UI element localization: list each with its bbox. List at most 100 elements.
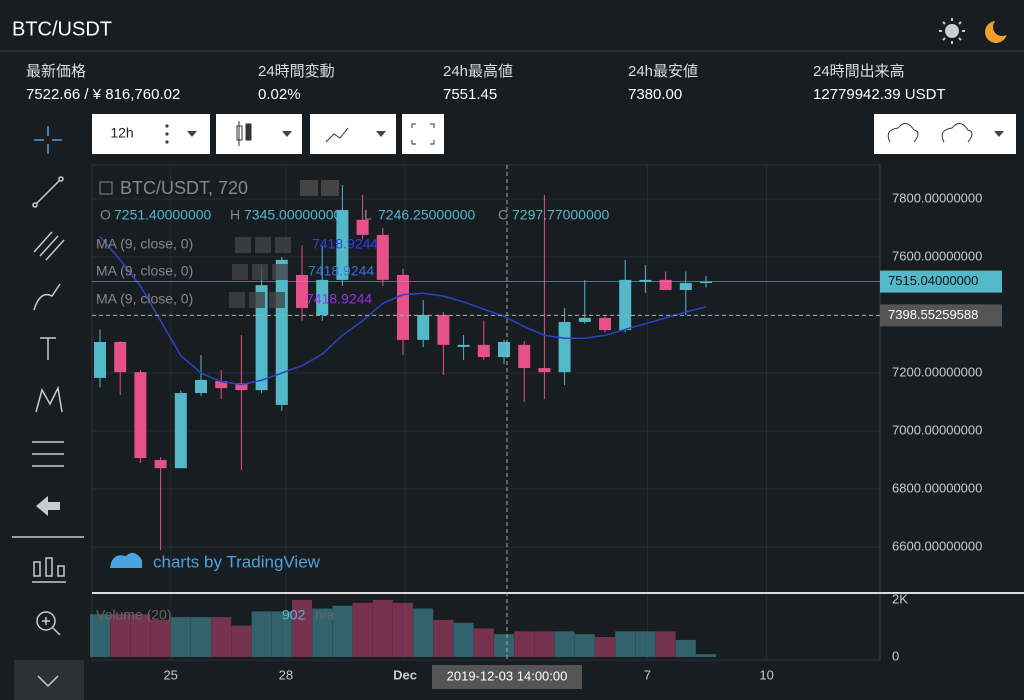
crosshair-time-label: 2019-12-03 14:00:00 <box>447 668 568 683</box>
stat-value: 12779942.39 USDT <box>813 86 946 103</box>
volume-bar <box>393 602 413 657</box>
collapse-button[interactable] <box>37 675 59 688</box>
y-tick-label: 7000.00000000 <box>892 422 982 437</box>
candle-body <box>457 344 470 347</box>
last-price-tag <box>880 270 1002 293</box>
candle-body <box>397 274 409 340</box>
volume-title: Volume (20) <box>96 607 171 623</box>
zoom-tool[interactable] <box>36 611 61 636</box>
tradingview-logo <box>110 552 142 568</box>
volume-bar <box>251 611 272 657</box>
ma-control <box>249 292 265 308</box>
volume-bar <box>696 654 716 657</box>
indicator-tool[interactable] <box>32 557 66 583</box>
volume-value: 902 <box>282 607 306 623</box>
volume-bar <box>615 631 636 657</box>
cloud-buttons[interactable] <box>874 114 1016 154</box>
candle-body <box>255 285 268 391</box>
chart: 6600.00000000 6800.00000000 7000.00000000 7… <box>90 164 1024 689</box>
volume-bar <box>433 619 454 657</box>
volume-bar <box>90 614 110 657</box>
x-tick-label: Dec <box>393 667 417 682</box>
volume-bar <box>554 631 575 657</box>
pattern-tool[interactable] <box>35 385 63 413</box>
stat-label: 24h最安値 <box>628 63 698 80</box>
candle-body <box>477 344 490 358</box>
volume-bar <box>130 614 151 657</box>
volume-bar <box>494 634 514 657</box>
candle-body <box>558 321 571 373</box>
chart-toolbar: 12h <box>92 114 1016 154</box>
volume-bar <box>292 600 312 657</box>
ma-value: 7418.9244 <box>312 236 378 252</box>
fib-tool[interactable] <box>33 231 65 261</box>
ma-name: MA (9, close, 0) <box>96 263 193 279</box>
brush-tool[interactable] <box>33 283 61 311</box>
candle-body <box>639 279 652 282</box>
candle-body <box>578 317 591 322</box>
candle-body <box>195 379 207 394</box>
ma-control <box>275 237 291 253</box>
candle-body <box>94 341 106 378</box>
ma-control <box>255 237 271 253</box>
stat-label: 24時間変動 <box>258 63 335 80</box>
volume-bar <box>473 628 494 657</box>
volume-bar <box>191 617 211 657</box>
candle-body <box>679 283 692 291</box>
volume-bar <box>211 617 232 657</box>
legend-settings <box>321 180 339 196</box>
y-tick-label: 6800.00000000 <box>892 480 982 495</box>
pair-title: BTC/USDT <box>12 18 112 40</box>
ma-control <box>269 292 285 308</box>
volume-bar <box>574 634 595 657</box>
line-tool[interactable] <box>32 176 64 208</box>
moon-icon[interactable] <box>985 18 1011 43</box>
x-tick-label: 28 <box>279 667 293 682</box>
candle-body <box>538 368 551 373</box>
candle-body <box>700 281 712 284</box>
volume-bar <box>675 639 696 657</box>
crosshair-tool[interactable] <box>34 126 62 154</box>
volume-tick-label: 0 <box>892 648 899 663</box>
candle-body <box>114 341 127 373</box>
ma-control <box>232 264 248 280</box>
volume-bar <box>534 631 555 657</box>
ohlc-key: L <box>364 207 372 223</box>
x-tick-label: 25 <box>163 667 177 682</box>
ma-line <box>99 236 707 386</box>
volume-bar <box>271 611 292 657</box>
candle-body <box>599 317 611 331</box>
volume-tick-label: 2K <box>892 591 908 606</box>
candle-body <box>498 341 510 358</box>
sun-icon[interactable] <box>939 18 965 44</box>
candle-body <box>134 372 147 459</box>
back-arrow[interactable] <box>36 496 60 516</box>
volume-bar <box>655 631 676 657</box>
stat-label: 最新価格 <box>26 63 86 80</box>
ma-value: 7418.9244 <box>306 291 372 307</box>
crosshair-time-tag <box>432 665 582 689</box>
watermark: charts by TradingView <box>153 552 321 571</box>
fullscreen-button[interactable] <box>402 114 444 154</box>
candle-body <box>174 393 187 469</box>
text-tool[interactable] <box>40 337 56 360</box>
volume-bar <box>170 617 191 657</box>
ma-control <box>252 264 268 280</box>
interval-label: 12h <box>110 125 133 141</box>
ohlc-value: 7251.40000000 <box>114 207 212 223</box>
candle-body <box>437 314 450 345</box>
ohlc-value: 7246.25000000 <box>378 207 476 223</box>
left-toolbar <box>12 126 84 700</box>
volume-bar <box>110 614 131 657</box>
measure-tool[interactable] <box>32 441 64 467</box>
ma-control <box>272 264 288 280</box>
y-tick-label: 7200.00000000 <box>892 364 982 379</box>
ohlc-value: 7297.77000000 <box>512 207 610 223</box>
chart-frame <box>91 164 881 661</box>
stat-label: 24時間出来高 <box>813 63 905 80</box>
ohlc-key: C <box>498 207 508 223</box>
volume-bar <box>231 625 252 657</box>
ohlc-key: H <box>230 207 240 223</box>
stat-value: 0.02% <box>258 86 301 103</box>
stat-value: 7380.00 <box>628 86 682 103</box>
